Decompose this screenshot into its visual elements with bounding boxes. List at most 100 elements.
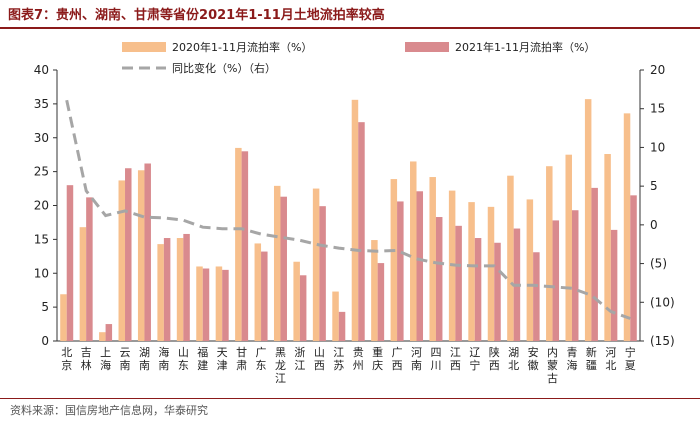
category-label: 海 (566, 358, 577, 372)
category-label: 广 (392, 346, 403, 359)
source-note: 资料来源：国信房地产信息网，华泰研究 (10, 404, 208, 417)
bar-2021 (435, 217, 443, 341)
bar-2021 (261, 251, 268, 341)
category-label: 江 (275, 372, 286, 385)
bar-2021 (552, 220, 560, 341)
category-label: 山 (314, 346, 325, 359)
bar-2020 (254, 243, 262, 341)
bar-2021 (222, 269, 229, 341)
left-tick-label: 10 (34, 266, 49, 280)
category-label: 津 (217, 359, 228, 372)
bar-2020 (546, 166, 553, 341)
bar-2021 (630, 195, 637, 341)
bar-2020 (468, 202, 475, 341)
category-label: 新 (586, 345, 597, 359)
bar-2021 (455, 225, 462, 341)
chart-canvas: 0510152025303540(15)(10)(5)05101520北京吉林上… (34, 40, 675, 385)
category-label: 江 (294, 359, 305, 372)
category-label: 肃 (236, 359, 247, 372)
category-label: 南 (120, 359, 131, 372)
legend-label-2020: 2020年1-11月流拍率（%） (172, 40, 312, 54)
category-label: 蒙 (547, 359, 558, 372)
chart-title: 图表7：贵州、湖南、甘肃等省份2021年1-11月土地流拍率较高 (8, 8, 385, 23)
category-label: 天 (217, 346, 228, 359)
right-tick-label: 20 (650, 63, 665, 77)
category-label: 西 (314, 359, 325, 372)
bar-2021 (125, 168, 132, 341)
bar-2020 (371, 240, 378, 341)
left-tick-label: 0 (41, 334, 49, 348)
bar-2020 (410, 161, 417, 341)
bar-2020 (137, 170, 145, 341)
bar-2020 (235, 147, 242, 341)
bar-2020 (390, 179, 398, 341)
category-label: 庆 (372, 358, 383, 372)
category-label: 四 (430, 346, 441, 359)
category-label: 古 (547, 372, 558, 385)
bar-2021 (299, 275, 307, 341)
bar-2020 (293, 261, 300, 341)
bar-2021 (591, 187, 598, 341)
category-label: 河 (411, 346, 422, 359)
right-tick-label: 10 (650, 140, 665, 154)
bar-2020 (565, 154, 572, 341)
bar-2020 (623, 113, 631, 341)
title-rule (0, 27, 700, 29)
category-label: 苏 (333, 359, 344, 372)
category-label: 宁 (469, 358, 480, 372)
category-label: 河 (605, 346, 616, 359)
bar-2021 (202, 268, 210, 341)
bar-2021 (86, 197, 93, 341)
bar-2020 (584, 99, 592, 341)
bar-2021 (144, 163, 151, 341)
bar-2020 (332, 291, 339, 341)
bar-2021 (416, 191, 424, 341)
category-label: 建 (197, 358, 208, 372)
category-label: 南 (139, 359, 150, 372)
category-label: 江 (450, 346, 461, 359)
right-tick-label: 5 (650, 179, 658, 193)
bar-2021 (338, 311, 346, 341)
right-tick-label: (10) (650, 295, 675, 309)
category-label: 湖 (139, 346, 150, 359)
category-label: 州 (353, 359, 364, 372)
category-label: 贵 (353, 346, 364, 359)
category-label: 内 (547, 345, 558, 359)
left-tick-label: 40 (34, 63, 49, 77)
category-label: 海 (158, 345, 169, 359)
category-label: 东 (256, 359, 267, 372)
category-label: 疆 (586, 359, 597, 372)
bar-2020 (273, 185, 281, 341)
bar-2020 (79, 227, 87, 341)
bar-2021 (105, 324, 113, 341)
left-tick-label: 30 (34, 131, 49, 145)
right-tick-label: (5) (650, 257, 667, 271)
bar-2021 (358, 122, 365, 341)
bar-2021 (474, 238, 482, 341)
category-label: 云 (120, 346, 131, 359)
category-label: 重 (372, 345, 383, 359)
legend-swatch-2020 (122, 42, 166, 52)
category-label: 湖 (508, 346, 519, 359)
bar-2020 (604, 154, 611, 341)
bar-2021 (319, 206, 326, 341)
category-label: 西 (450, 359, 461, 372)
category-label: 西 (489, 359, 500, 372)
bar-2020 (118, 180, 126, 341)
category-label: 南 (158, 359, 169, 372)
category-label: 北 (508, 359, 519, 372)
category-label: 安 (528, 345, 539, 359)
category-label: 江 (333, 346, 344, 359)
category-label: 川 (430, 359, 441, 372)
category-label: 夏 (625, 359, 636, 372)
category-label: 陕 (489, 345, 500, 359)
category-label: 甘 (236, 346, 247, 359)
bar-2021 (397, 201, 404, 341)
bar-2021 (280, 196, 287, 341)
bar-2020 (176, 238, 184, 341)
bar-2021 (533, 252, 540, 341)
category-label: 吉 (81, 346, 92, 359)
left-tick-label: 20 (34, 199, 49, 213)
bar-2021 (377, 263, 385, 341)
category-label: 青 (566, 346, 577, 359)
